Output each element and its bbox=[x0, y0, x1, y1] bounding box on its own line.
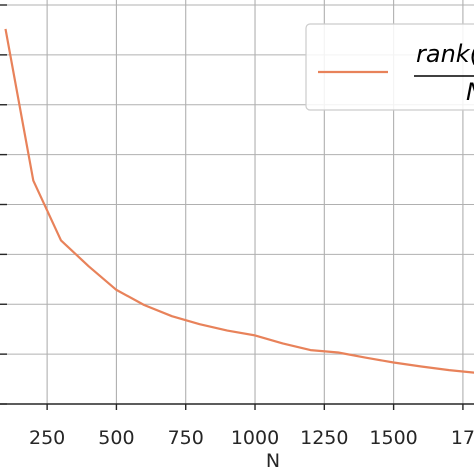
x-tick-label: 17 bbox=[451, 427, 474, 449]
legend: rank( N bbox=[305, 23, 474, 111]
legend-denominator: N bbox=[466, 78, 474, 106]
x-tick-label: 1250 bbox=[300, 427, 348, 449]
legend-numerator: rank( bbox=[416, 40, 474, 68]
x-axis-label: N bbox=[266, 450, 280, 472]
x-tick-label: 750 bbox=[168, 427, 204, 449]
x-tick-label: 1000 bbox=[231, 427, 279, 449]
series-group bbox=[4, 28, 474, 374]
x-ticks: 250 500 750 1000 1250 1500 17 bbox=[29, 404, 474, 449]
x-tick-label: 500 bbox=[98, 427, 134, 449]
x-tick-label: 250 bbox=[29, 427, 65, 449]
legend-box bbox=[305, 23, 474, 111]
x-tick-label: 1500 bbox=[369, 427, 417, 449]
y-gridlines bbox=[0, 4, 474, 405]
series-line bbox=[4, 28, 474, 374]
